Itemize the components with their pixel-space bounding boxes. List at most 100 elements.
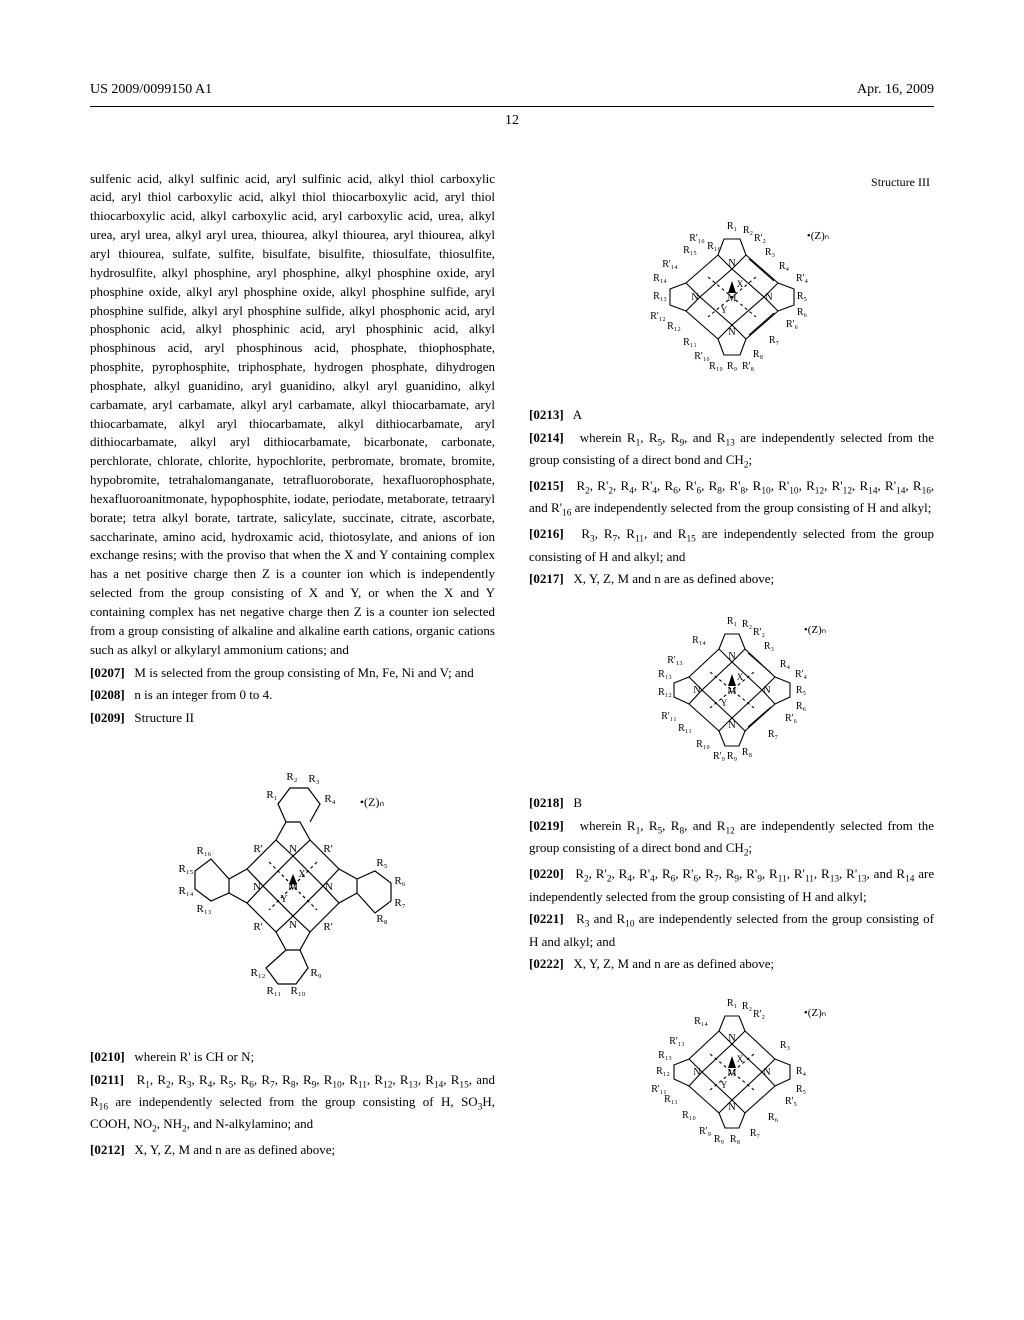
svg-text:R₉: R₉ (310, 967, 321, 979)
para-0214: [0214] wherein R1, R5, R9, and R13 are i… (529, 429, 934, 473)
svg-text:N: N (289, 843, 297, 855)
svg-text:R₁₁: R₁₁ (678, 723, 692, 734)
structure-IIIB-svg: M NN NN XY R₁R₂R'₂ R₃R₄R'₄ R₅R₆R'₆ R₇R₈ … (607, 597, 857, 782)
svg-text:R₁₁: R₁₁ (664, 1094, 678, 1105)
svg-text:R'₉: R'₉ (699, 1126, 711, 1137)
svg-text:M: M (727, 293, 736, 304)
svg-text:R₅: R₅ (376, 857, 387, 869)
para-num: [0211] (90, 1072, 124, 1087)
svg-text:R₂: R₂ (741, 619, 751, 630)
page-number: 12 (90, 111, 934, 131)
svg-text:X: X (736, 279, 743, 289)
svg-text:R'₁₃: R'₁₃ (667, 655, 682, 666)
para-text: wherein R1, R5, R9, and R13 are independ… (529, 430, 934, 467)
para-num: [0210] (90, 1049, 125, 1064)
svg-text:•(Z)ₙ: •(Z)ₙ (806, 230, 828, 242)
svg-text:N: N (728, 1033, 735, 1044)
para-num: [0221] (529, 911, 564, 926)
svg-text:M: M (727, 1068, 736, 1079)
svg-text:N: N (693, 1067, 700, 1078)
para-0219: [0219] wherein R1, R5, R8, and R12 are i… (529, 817, 934, 861)
svg-text:R₈: R₈ (729, 1134, 740, 1145)
svg-text:R₄: R₄ (324, 793, 335, 805)
svg-text:R₂: R₂ (741, 1001, 751, 1012)
svg-text:R₇: R₇ (749, 1128, 759, 1139)
svg-text:R₃: R₃ (308, 773, 319, 785)
svg-text:R'₈: R'₈ (742, 361, 754, 372)
svg-text:X: X (736, 672, 743, 682)
para-0211: [0211] R1, R2, R3, R4, R5, R6, R7, R8, R… (90, 1071, 495, 1137)
para-0210: [0210] wherein R' is CH or N; (90, 1048, 495, 1067)
svg-text:R₁₂: R₁₂ (250, 967, 265, 979)
svg-text:X: X (736, 1054, 743, 1064)
svg-text:R₁₂: R₁₂ (667, 321, 681, 332)
svg-text:R'₄: R'₄ (795, 669, 807, 680)
svg-text:R'₂: R'₂ (753, 627, 765, 638)
svg-text:R₃: R₃ (764, 247, 774, 258)
svg-text:R₁₂: R₁₂ (656, 1066, 670, 1077)
svg-text:N: N (253, 881, 261, 893)
svg-text:R'₉: R'₉ (713, 751, 725, 762)
doc-number: US 2009/0099150 A1 (90, 80, 212, 100)
structure-III-label: Structure III (529, 174, 930, 191)
para-text: n is an integer from 0 to 4. (134, 687, 272, 702)
svg-text:R'₁₄: R'₁₄ (662, 259, 678, 270)
para-text: R2, R'2, R4, R'4, R6, R'6, R7, R9, R'9, … (529, 866, 934, 903)
para-text: R3 and R10 are independently selected fr… (529, 911, 934, 948)
svg-text:R₇: R₇ (768, 335, 778, 346)
svg-text:R₁₀: R₁₀ (696, 739, 710, 750)
para-num: [0209] (90, 710, 125, 725)
para-0218: [0218] B (529, 794, 934, 813)
svg-text:N: N (763, 685, 770, 696)
structure-IIIA-svg: M NN NN X Y R₁₆R'₁₆ R₁ R₂R'₂ R₃R₄R'₄ R₅ … (602, 199, 862, 394)
svg-text:R₁₁: R₁₁ (683, 337, 697, 348)
structure-IIIA-figure: M NN NN X Y R₁₆R'₁₆ R₁ R₂R'₂ R₃R₄R'₄ R₅ … (529, 199, 934, 394)
svg-text:R₆: R₆ (394, 875, 405, 887)
svg-text:R₁₄: R₁₄ (694, 1016, 708, 1027)
two-column-body: sulfenic acid, alkyl sulfinic acid, aryl… (90, 170, 934, 1175)
para-num: [0220] (529, 866, 564, 881)
para-0217: [0217] X, Y, Z, M and n are as defined a… (529, 570, 934, 589)
svg-text:N: N (728, 1102, 735, 1113)
para-0212: [0212] X, Y, Z, M and n are as defined a… (90, 1141, 495, 1160)
svg-text:R'₆: R'₆ (786, 319, 798, 330)
svg-text:Y: Y (720, 1080, 727, 1090)
continuation-para: sulfenic acid, alkyl sulfinic acid, aryl… (90, 170, 495, 660)
para-0216: [0216] R3, R7, R11, and R15 are independ… (529, 525, 934, 566)
svg-text:•(Z)ₙ: •(Z)ₙ (803, 1007, 825, 1019)
para-num: [0222] (529, 956, 564, 971)
svg-text:R'₂: R'₂ (753, 1009, 765, 1020)
structure-IIIC-figure: M NN NN XY R₁R₂R'₂ R₃ R₄ R₅R'₅ R₆R₇ R₈ R… (529, 982, 934, 1162)
svg-text:R₂: R₂ (742, 225, 752, 236)
svg-text:R₅: R₅ (796, 291, 806, 302)
para-text: X, Y, Z, M and n are as defined above; (134, 1142, 335, 1157)
svg-text:R'₄: R'₄ (796, 273, 808, 284)
para-num: [0218] (529, 795, 564, 810)
para-num: [0208] (90, 687, 125, 702)
svg-text:R₈: R₈ (376, 913, 387, 925)
svg-text:R₁₀: R₁₀ (290, 985, 305, 997)
svg-text:R₁₄: R₁₄ (653, 273, 667, 284)
para-text: M is selected from the group consisting … (134, 665, 473, 680)
svg-text:R₁₂: R₁₂ (658, 687, 672, 698)
para-text: wherein R1, R5, R8, and R12 are independ… (529, 818, 934, 855)
para-0220: [0220] R2, R'2, R4, R'4, R6, R'6, R7, R9… (529, 865, 934, 906)
svg-text:N: N (691, 292, 698, 303)
svg-text:R'₁₁: R'₁₁ (661, 711, 676, 722)
header-rule (90, 106, 934, 107)
para-text: X, Y, Z, M and n are as defined above; (573, 956, 774, 971)
svg-text:R₈: R₈ (752, 349, 763, 360)
svg-text:N: N (728, 651, 735, 662)
svg-text:R₁₄: R₁₄ (178, 885, 193, 897)
svg-text:R₁: R₁ (726, 616, 736, 627)
svg-text:R₁₃: R₁₃ (653, 291, 667, 302)
page-header: US 2009/0099150 A1 Apr. 16, 2009 (90, 80, 934, 100)
svg-text:R₁₃: R₁₃ (196, 903, 211, 915)
svg-text:R'₆: R'₆ (785, 713, 797, 724)
svg-text:R': R' (253, 921, 262, 933)
para-text: X, Y, Z, M and n are as defined above; (573, 571, 774, 586)
svg-text:N: N (693, 685, 700, 696)
svg-text:R': R' (323, 921, 332, 933)
svg-text:R₁₁: R₁₁ (266, 985, 281, 997)
svg-text:R₈: R₈ (741, 747, 752, 758)
